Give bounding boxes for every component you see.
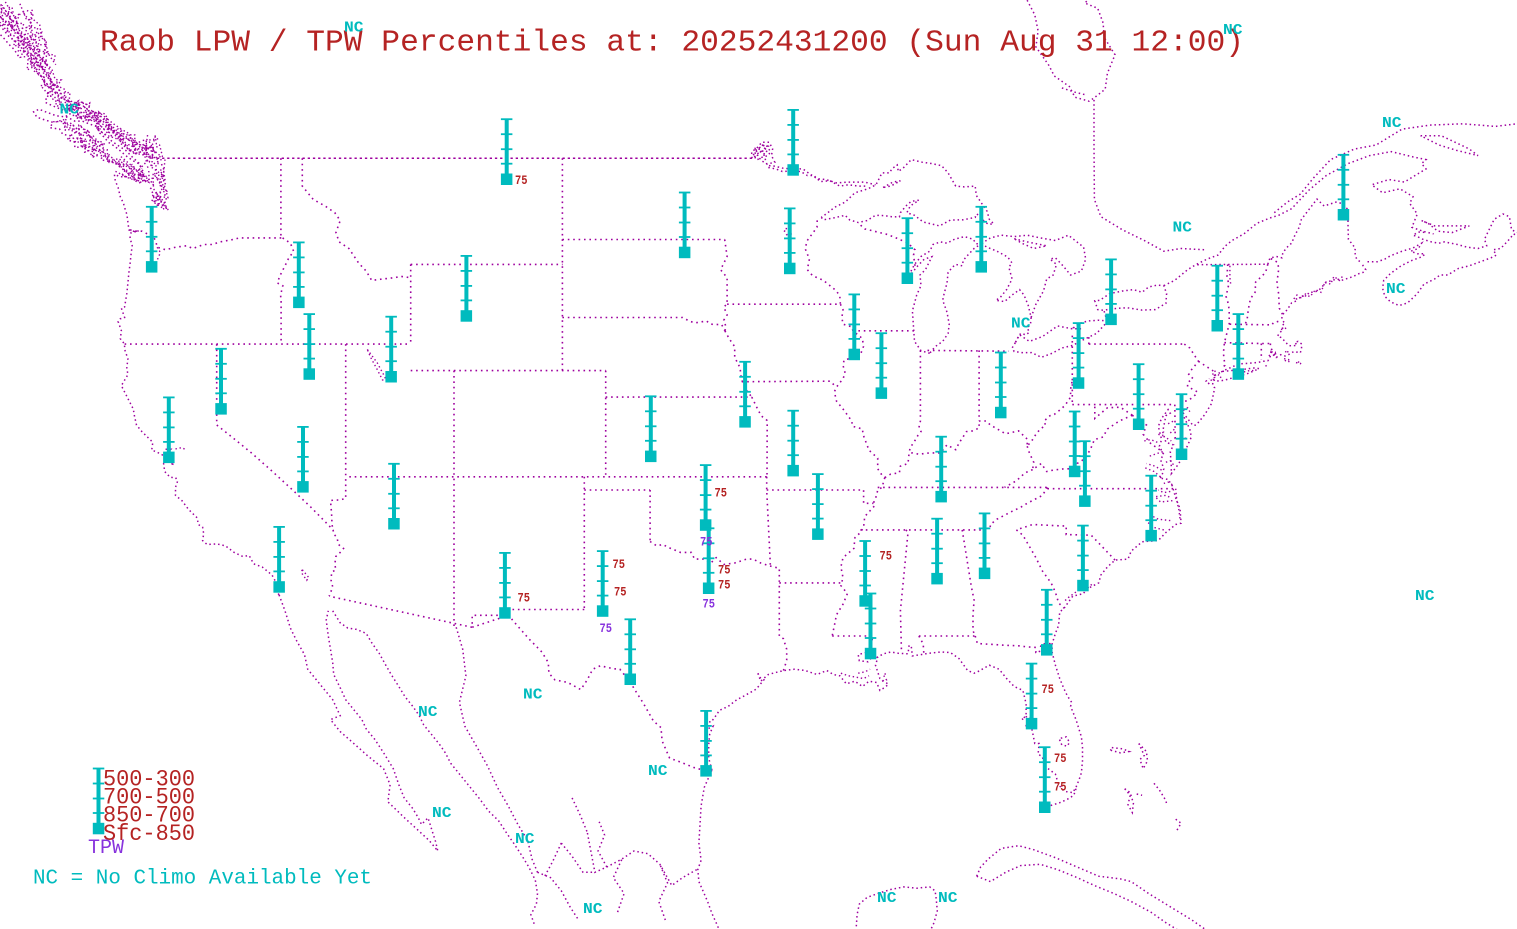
svg-text:75: 75 — [614, 585, 627, 600]
svg-text:75: 75 — [518, 591, 531, 606]
svg-text:75: 75 — [880, 549, 893, 564]
svg-text:75: 75 — [1054, 780, 1067, 795]
svg-text:850-700: 850-700 — [103, 803, 195, 829]
svg-text:NC: NC — [432, 805, 452, 822]
svg-text:75: 75 — [515, 173, 528, 188]
svg-text:700-500: 700-500 — [103, 785, 195, 811]
svg-text:NC: NC — [344, 20, 364, 37]
svg-text:NC: NC — [418, 704, 438, 721]
svg-text:75: 75 — [715, 486, 728, 501]
svg-text:NC: NC — [1386, 281, 1406, 298]
svg-text:75: 75 — [718, 563, 731, 578]
svg-text:NC = No Climo Available Yet: NC = No Climo Available Yet — [33, 868, 372, 891]
svg-text:NC: NC — [877, 890, 897, 907]
svg-text:75: 75 — [1042, 682, 1055, 697]
svg-text:NC: NC — [515, 831, 535, 848]
svg-text:75: 75 — [718, 578, 731, 593]
svg-text:75: 75 — [1054, 751, 1067, 766]
svg-text:NC: NC — [1011, 316, 1031, 333]
svg-text:75: 75 — [600, 621, 613, 636]
svg-text:NC: NC — [60, 102, 80, 119]
svg-text:NC: NC — [583, 901, 603, 918]
svg-text:NC: NC — [938, 890, 958, 907]
svg-text:TPW: TPW — [88, 837, 124, 860]
svg-text:Raob LPW / TPW Percentiles at:: Raob LPW / TPW Percentiles at: 202524312… — [100, 27, 1244, 61]
svg-text:NC: NC — [1173, 220, 1193, 237]
svg-text:75: 75 — [703, 597, 716, 612]
svg-text:NC: NC — [1382, 115, 1402, 132]
svg-text:75: 75 — [613, 557, 626, 572]
svg-text:NC: NC — [523, 687, 543, 704]
svg-text:NC: NC — [1415, 588, 1435, 605]
svg-text:Sfc-850: Sfc-850 — [103, 821, 195, 847]
svg-text:NC: NC — [1223, 22, 1243, 39]
svg-text:75: 75 — [700, 535, 713, 550]
svg-text:NC: NC — [648, 763, 668, 780]
svg-text:500-300: 500-300 — [103, 766, 195, 792]
